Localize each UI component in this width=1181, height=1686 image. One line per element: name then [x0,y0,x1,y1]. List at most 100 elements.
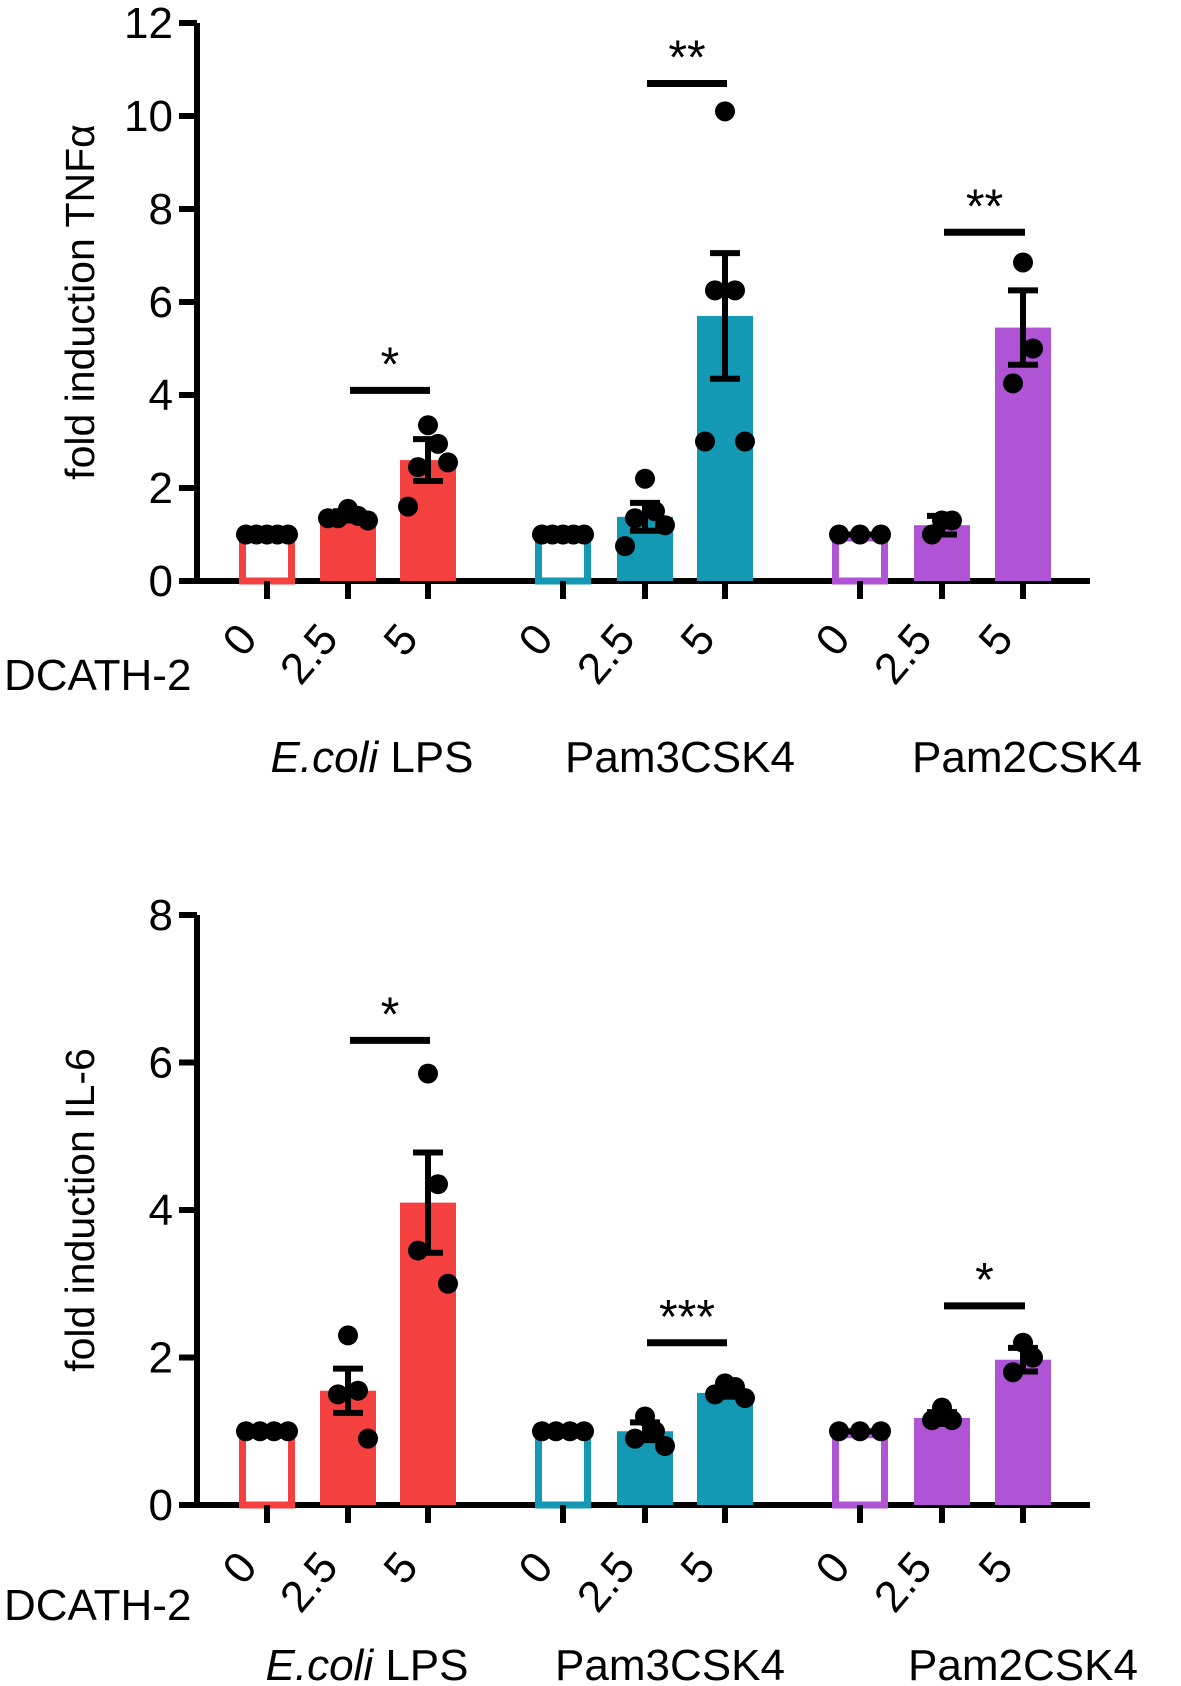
significance-stars: *** [659,1291,715,1344]
group-label: Pam3CSK4 [565,733,795,782]
dose-label: 0 [213,1543,266,1593]
dose-label: 5 [969,1543,1022,1593]
group-label-rest: LPS [378,733,473,782]
data-point [236,1421,256,1442]
bar [697,1392,753,1505]
group-e-coli-lps: 0 2.5 5 * E.coli LPS [213,988,468,1686]
group-pam3csk4: 0 2.5 5 ** Pam3CSK4 [509,31,795,782]
data-point [615,536,635,557]
data-point [1023,1347,1043,1368]
y-tick-label: 10 [124,92,173,141]
data-point [735,431,755,452]
data-point [695,431,715,452]
significance-stars: * [381,338,400,391]
dose-label: 0 [509,615,562,665]
dose-label: 2.5 [865,1543,942,1621]
significance-stars: * [381,988,400,1041]
dose-label: 0 [213,615,266,665]
y-axis-label: fold induction TNFα [57,124,103,480]
dose-label: 0 [806,1543,859,1593]
group-label-rest: LPS [373,1641,468,1686]
dose-label: 2.5 [568,615,645,693]
data-point [635,468,655,489]
y-tick-label: 8 [149,891,173,940]
data-point [438,452,458,473]
data-point [358,1428,378,1449]
y-tick-label: 6 [149,1039,173,1088]
data-point [871,524,891,545]
group-label: E.coli LPS [271,733,474,782]
data-point [278,1421,298,1442]
group-pam2csk4: 0 2.5 5 * Pam2CSK4 [806,1254,1138,1686]
data-point [735,1388,755,1409]
data-point [1013,252,1033,273]
data-point [532,1421,552,1442]
data-point [1003,373,1023,394]
dose-label: 5 [969,615,1022,665]
data-point [408,457,428,478]
dose-label: 0 [509,1543,562,1593]
y-axis-label: fold induction IL-6 [57,1048,103,1372]
data-point [645,1421,665,1442]
data-point [348,1380,368,1401]
bar [914,1417,970,1505]
bar [535,1431,591,1509]
y-tick-label: 0 [149,557,173,606]
group-e-coli-lps: 0 2.5 5 * E.coli LPS [213,338,473,782]
data-point [1023,338,1043,359]
y-tick-label: 12 [124,0,173,48]
y-tick-label: 2 [149,464,173,513]
data-point [398,496,418,517]
group-label-italic: E.coli [266,1641,375,1686]
y-tick-label: 4 [149,371,173,420]
data-point [645,501,665,522]
group-label: Pam2CSK4 [912,733,1142,782]
data-point [438,1273,458,1294]
bar [239,1431,295,1509]
data-point [278,524,298,545]
data-point [715,101,735,122]
group-label: Pam3CSK4 [555,1641,785,1686]
y-tick-label: 6 [149,278,173,327]
significance-stars: ** [668,31,705,84]
significance-stars: * [975,1254,994,1307]
data-point [829,524,849,545]
y-tick-label: 2 [149,1334,173,1383]
data-point [418,1063,438,1084]
group-pam3csk4: 0 2.5 5 *** Pam3CSK4 [509,1291,785,1686]
data-point [574,524,594,545]
data-point [328,1384,348,1405]
dose-label: 0 [806,615,859,665]
treatment-label: DCATH-2 [4,651,191,700]
data-point [358,510,378,531]
data-point [871,1421,891,1442]
dose-label: 2.5 [271,1543,348,1621]
dose-label: 2.5 [865,615,942,693]
bar [995,327,1051,581]
data-point [418,415,438,436]
data-point [428,1174,448,1195]
data-point [574,1421,594,1442]
significance-stars: ** [966,180,1003,233]
dose-label: 5 [671,615,724,665]
group-pam2csk4: 0 2.5 5 ** Pam2CSK4 [806,180,1142,782]
bar [832,1431,888,1509]
y-tick-label: 4 [149,1186,173,1235]
dose-label: 5 [671,1543,724,1593]
data-point [705,280,725,301]
group-label: E.coli LPS [266,1641,469,1686]
data-point [725,280,745,301]
y-tick-label: 0 [149,1481,173,1530]
dose-label: 2.5 [568,1543,645,1621]
data-point [829,1421,849,1442]
data-point [625,508,645,529]
bar [995,1359,1051,1505]
group-label-italic: E.coli [271,733,380,782]
data-point [338,1325,358,1346]
dose-label: 5 [374,615,427,665]
group-label: Pam2CSK4 [908,1641,1138,1686]
y-tick-label: 8 [149,185,173,234]
